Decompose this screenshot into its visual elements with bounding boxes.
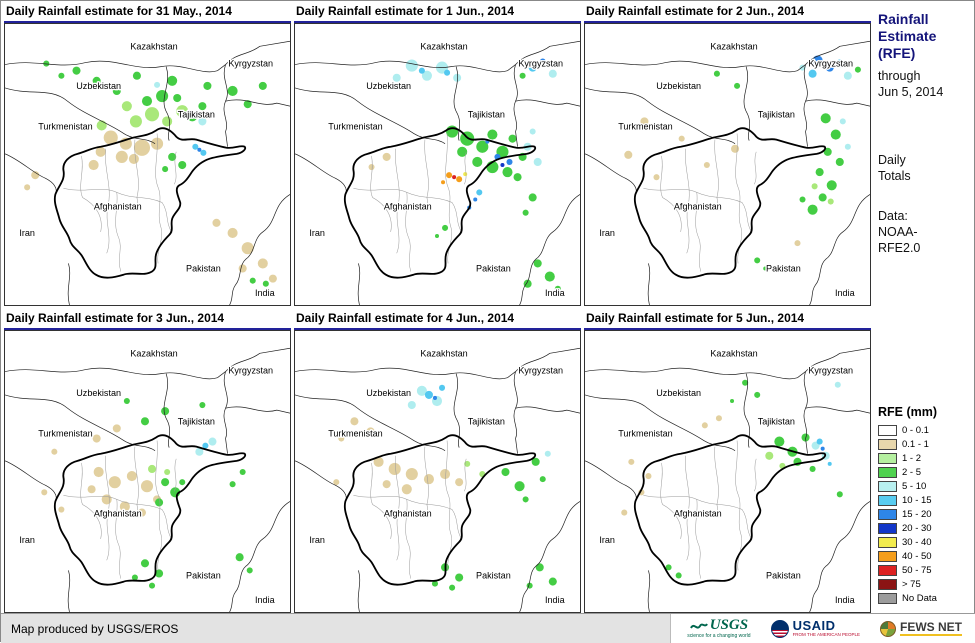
usgs-wave-icon xyxy=(689,622,708,629)
usgs-logo: USGS science for a changing world xyxy=(687,618,750,639)
legend-item: 2 - 5 xyxy=(878,467,974,478)
legend-swatch xyxy=(878,481,897,492)
rainfall-layer xyxy=(333,384,557,591)
legend-item: 0 - 0.1 xyxy=(878,425,974,436)
legend-label: No Data xyxy=(902,593,937,604)
legend-swatch xyxy=(878,467,897,478)
rainfall-map-panel-5: Daily Rainfall estimate for 4 Jun., 2014 xyxy=(294,311,581,613)
map-canvas xyxy=(294,23,581,306)
rainfall-layer xyxy=(24,60,277,287)
panel-title: Daily Rainfall estimate for 3 Jun., 2014 xyxy=(4,311,291,330)
legend-label: 0.1 - 1 xyxy=(902,439,929,450)
legend-swatch xyxy=(878,593,897,604)
legend-item: 50 - 75 xyxy=(878,565,974,576)
rainfall-map xyxy=(295,347,580,612)
legend-label: 2 - 5 xyxy=(902,467,922,478)
legend-item: 0.1 - 1 xyxy=(878,439,974,450)
legend-swatch xyxy=(878,425,897,436)
rainfall-map xyxy=(5,40,290,305)
map-grid: Daily Rainfall estimate for 31 May., 201… xyxy=(1,1,871,613)
rainfall-layer xyxy=(41,397,253,589)
panel-title: Daily Rainfall estimate for 4 Jun., 2014 xyxy=(294,311,581,330)
legend-item: 1 - 2 xyxy=(878,453,974,464)
legend-item: 10 - 15 xyxy=(878,495,974,506)
panel-title: Daily Rainfall estimate for 2 Jun., 2014 xyxy=(584,4,871,23)
legend-item: No Data xyxy=(878,593,974,604)
usgs-tagline: science for a changing world xyxy=(687,633,751,639)
legend-swatch xyxy=(878,579,897,590)
rainfall-layer xyxy=(621,379,843,579)
logo-strip: USGS science for a changing world USAID … xyxy=(670,614,975,643)
rainfall-map-panel-6: Daily Rainfall estimate for 5 Jun., 2014 xyxy=(584,311,871,613)
legend-swatch xyxy=(878,551,897,562)
rainfall-map xyxy=(585,40,870,305)
rainfall-map xyxy=(585,347,870,612)
fewsnet-logo: FEWS NET xyxy=(880,620,962,637)
panel-title: Daily Rainfall estimate for 1 Jun., 2014 xyxy=(294,4,581,23)
usaid-tagline: FROM THE AMERICAN PEOPLE xyxy=(792,632,860,638)
legend-label: 50 - 75 xyxy=(902,565,932,576)
map-canvas xyxy=(584,23,871,306)
info-sidebar: Rainfall Estimate (RFE) through Jun 5, 2… xyxy=(871,1,975,613)
map-canvas xyxy=(4,330,291,613)
usaid-seal-icon xyxy=(770,619,789,638)
panel-title: Daily Rainfall estimate for 5 Jun., 2014 xyxy=(584,311,871,330)
legend-swatch xyxy=(878,509,897,520)
rainfall-map-panel-3: Daily Rainfall estimate for 2 Jun., 2014 xyxy=(584,4,871,306)
legend-swatch xyxy=(878,523,897,534)
sidebar-daily-totals: Daily Totals xyxy=(878,153,911,183)
rainfall-map-panel-1: Daily Rainfall estimate for 31 May., 201… xyxy=(4,4,291,306)
rainfall-map-panel-2: Daily Rainfall estimate for 1 Jun., 2014 xyxy=(294,4,581,306)
legend-label: 30 - 40 xyxy=(902,537,932,548)
map-canvas xyxy=(294,330,581,613)
map-credit: Map produced by USGS/EROS xyxy=(11,621,179,636)
usaid-wordmark: USAID xyxy=(792,618,836,634)
footer-bar: Map produced by USGS/EROS USGS science f… xyxy=(1,613,975,643)
legend-label: 10 - 15 xyxy=(902,495,932,506)
rainfall-map-panel-4: Daily Rainfall estimate for 3 Jun., 2014 xyxy=(4,311,291,613)
legend-label: 20 - 30 xyxy=(902,523,932,534)
rfe-legend: RFE (mm) 0 - 0.1 0.1 - 1 1 - 2 2 - 5 5 -… xyxy=(878,405,974,609)
legend-item: > 75 xyxy=(878,579,974,590)
map-canvas xyxy=(4,23,291,306)
rainfall-map xyxy=(5,347,290,612)
sidebar-title: Rainfall Estimate (RFE) xyxy=(878,11,937,61)
legend-item: 40 - 50 xyxy=(878,551,974,562)
map-canvas xyxy=(584,330,871,613)
legend-label: 15 - 20 xyxy=(902,509,932,520)
legend-item: 5 - 10 xyxy=(878,481,974,492)
legend-label: 1 - 2 xyxy=(902,453,922,464)
sidebar-data-source: Data: NOAA- RFE2.0 xyxy=(878,209,921,255)
legend-swatch xyxy=(878,565,897,576)
legend-item: 15 - 20 xyxy=(878,509,974,520)
legend-label: 5 - 10 xyxy=(902,481,927,492)
usaid-logo: USAID FROM THE AMERICAN PEOPLE xyxy=(770,618,860,638)
rainfall-map xyxy=(295,40,580,305)
usgs-wordmark: USGS xyxy=(709,617,749,633)
rainfall-layer xyxy=(624,55,861,271)
legend-swatch xyxy=(878,439,897,450)
legend-label: 40 - 50 xyxy=(902,551,932,562)
legend-title: RFE (mm) xyxy=(878,405,938,419)
legend-label: > 75 xyxy=(902,579,921,590)
legend-label: 0 - 0.1 xyxy=(902,425,929,436)
legend-swatch xyxy=(878,453,897,464)
sidebar-through-date: through Jun 5, 2014 xyxy=(878,69,944,99)
fews-globe-icon xyxy=(880,620,896,637)
panel-title: Daily Rainfall estimate for 31 May., 201… xyxy=(4,4,291,23)
legend-item: 30 - 40 xyxy=(878,537,974,548)
legend-swatch xyxy=(878,495,897,506)
legend-item: 20 - 30 xyxy=(878,523,974,534)
fewsnet-wordmark: FEWS NET xyxy=(900,620,962,637)
legend-swatch xyxy=(878,537,897,548)
